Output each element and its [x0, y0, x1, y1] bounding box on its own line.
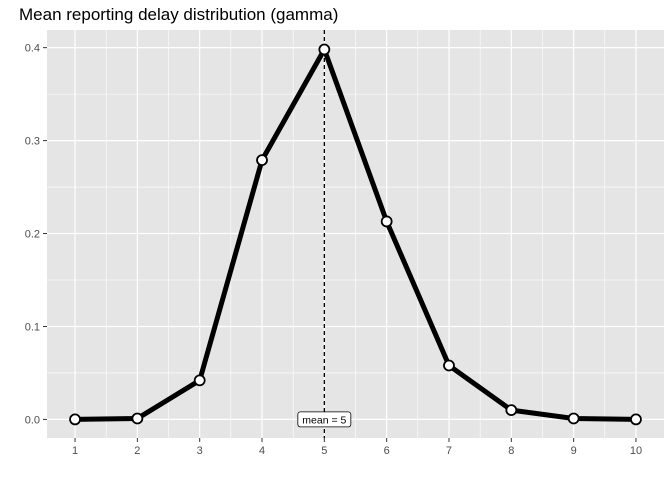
data-point	[380, 215, 393, 228]
x-axis-labels: 1 2 3 4 5 6 7 8 9 10	[72, 445, 642, 457]
mean-annotation: mean = 5	[297, 411, 352, 428]
x-tick-label: 5	[321, 445, 327, 457]
y-tick-label: 0.0	[25, 414, 40, 426]
y-tick-label: 0.1	[25, 321, 40, 333]
y-tick-label: 0.2	[25, 229, 40, 241]
data-points	[69, 43, 642, 426]
x-tick-label: 2	[134, 445, 140, 457]
data-point	[505, 404, 518, 417]
x-tick-label: 4	[259, 445, 265, 457]
data-point	[131, 412, 144, 425]
data-point	[567, 412, 580, 425]
data-point	[256, 154, 268, 167]
y-axis-labels: 0.0 0.1 0.2 0.3 0.4	[25, 43, 40, 427]
y-tick-label: 0.4	[25, 43, 40, 55]
data-point	[318, 43, 331, 56]
series-line	[72, 47, 639, 422]
x-tick-label: 9	[571, 445, 577, 457]
data-point	[69, 413, 81, 426]
axis-ticks	[43, 47, 637, 442]
y-tick-label: 0.3	[25, 136, 40, 148]
x-tick-label: 3	[197, 445, 203, 457]
grid-major	[47, 30, 664, 438]
x-tick-label: 1	[72, 445, 78, 457]
mean-annotation-box	[297, 411, 352, 428]
x-tick-label: 10	[630, 445, 642, 457]
data-point	[443, 359, 455, 372]
x-tick-label: 6	[384, 445, 390, 457]
mean-annotation-text: mean = 5	[302, 414, 346, 426]
x-tick-label: 7	[446, 445, 452, 457]
chart-title: Mean reporting delay distribution (gamma…	[19, 5, 338, 24]
data-point	[630, 413, 642, 426]
data-point	[193, 374, 206, 387]
x-tick-label: 8	[508, 445, 514, 457]
